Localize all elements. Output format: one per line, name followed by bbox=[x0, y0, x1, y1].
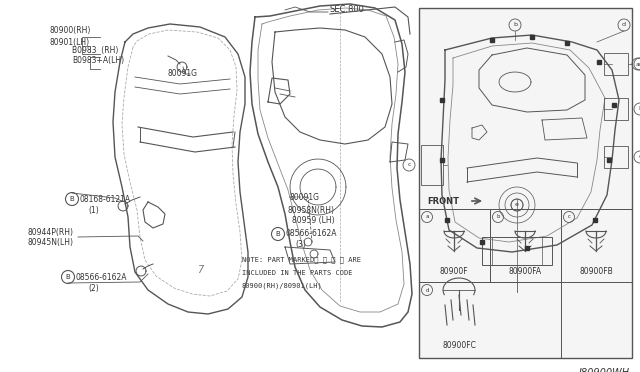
Text: 80901(LH): 80901(LH) bbox=[50, 38, 90, 46]
Text: 80091G: 80091G bbox=[290, 192, 320, 202]
Text: 7: 7 bbox=[197, 265, 203, 275]
Text: 80900FC: 80900FC bbox=[442, 341, 476, 350]
Text: B0983  (RH): B0983 (RH) bbox=[72, 45, 118, 55]
Text: 80959 (LH): 80959 (LH) bbox=[292, 215, 335, 224]
Bar bbox=[561, 209, 632, 282]
Text: 80945N(LH): 80945N(LH) bbox=[28, 237, 74, 247]
Text: 80900(RH)/80901(LH): 80900(RH)/80901(LH) bbox=[242, 283, 323, 289]
Text: 80958N(RH): 80958N(RH) bbox=[288, 205, 335, 215]
Text: (1): (1) bbox=[88, 205, 99, 215]
Text: c: c bbox=[638, 154, 640, 160]
Text: 08566-6162A: 08566-6162A bbox=[76, 273, 127, 282]
Bar bbox=[482, 237, 552, 265]
Text: B: B bbox=[276, 231, 280, 237]
Text: c: c bbox=[568, 215, 570, 219]
Text: NOTE: PART MARKEDⓐ ⓑ ⓒ ⓓ ARE: NOTE: PART MARKEDⓐ ⓑ ⓒ ⓓ ARE bbox=[242, 257, 361, 263]
Bar bbox=[604, 53, 628, 75]
Text: B0983+A(LH): B0983+A(LH) bbox=[72, 55, 124, 64]
Text: b: b bbox=[496, 215, 500, 219]
Text: a: a bbox=[425, 215, 429, 219]
Bar bbox=[604, 146, 628, 168]
Text: 80900FB: 80900FB bbox=[579, 267, 613, 276]
Text: d: d bbox=[622, 22, 626, 28]
Text: 80900F: 80900F bbox=[440, 267, 468, 276]
Text: a: a bbox=[638, 61, 640, 67]
Text: 08168-6121A: 08168-6121A bbox=[80, 195, 131, 203]
Text: e: e bbox=[515, 202, 519, 208]
Text: 80900(RH): 80900(RH) bbox=[50, 26, 92, 35]
Bar bbox=[492, 237, 542, 265]
Text: d: d bbox=[425, 288, 429, 292]
Text: 08566-6162A: 08566-6162A bbox=[286, 230, 337, 238]
Text: (2): (2) bbox=[88, 283, 99, 292]
Bar bbox=[419, 282, 561, 358]
Bar bbox=[490, 209, 561, 282]
Text: 80944P(RH): 80944P(RH) bbox=[28, 228, 74, 237]
Text: INCLUDED IN THE PARTS CODE: INCLUDED IN THE PARTS CODE bbox=[242, 270, 353, 276]
Bar bbox=[419, 8, 632, 358]
Bar bbox=[419, 209, 490, 282]
Text: B: B bbox=[70, 196, 74, 202]
Text: FRONT: FRONT bbox=[427, 196, 459, 205]
Text: 80091G: 80091G bbox=[168, 70, 198, 78]
Text: J80900WH: J80900WH bbox=[579, 368, 630, 372]
Text: b: b bbox=[638, 106, 640, 112]
Text: SEC.800: SEC.800 bbox=[330, 6, 365, 15]
Text: 80900FA: 80900FA bbox=[508, 267, 541, 276]
Text: B: B bbox=[66, 274, 70, 280]
Bar bbox=[604, 98, 628, 120]
Bar bbox=[421, 145, 443, 185]
Text: (3): (3) bbox=[295, 241, 306, 250]
Text: b: b bbox=[513, 22, 517, 28]
Text: c: c bbox=[407, 163, 411, 167]
Text: a: a bbox=[636, 61, 640, 67]
